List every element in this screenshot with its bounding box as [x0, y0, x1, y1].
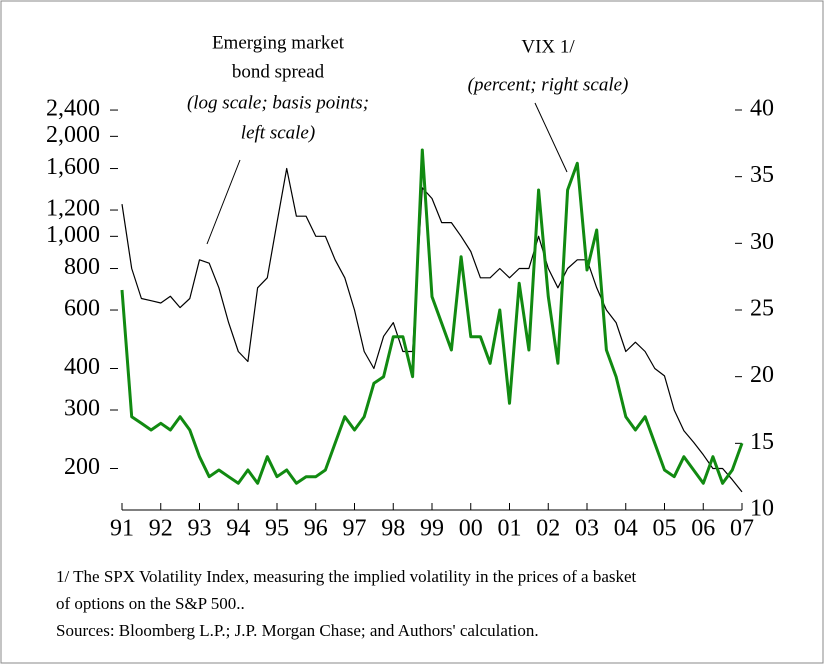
y-tick-label: 1,000	[46, 222, 100, 248]
x-tick-label: 03	[575, 516, 599, 542]
y-tick-label: 200	[64, 454, 100, 480]
y-tick-label: 1,600	[46, 154, 100, 180]
x-tick-label: 91	[110, 516, 134, 542]
footnote: of options on the S&P 500..	[56, 594, 245, 613]
x-tick-label: 94	[226, 516, 250, 542]
x-tick-label: 05	[653, 516, 677, 542]
annotation: VIX 1/	[521, 36, 575, 57]
x-tick-label: 00	[459, 516, 483, 542]
y-tick-label: 300	[64, 396, 100, 422]
x-tick-label: 95	[265, 516, 289, 542]
x-tick-label: 93	[188, 516, 212, 542]
y2-tick-label: 40	[750, 96, 774, 122]
footnote: Sources: Bloomberg L.P.; J.P. Morgan Cha…	[56, 621, 539, 640]
y2-tick-label: 35	[750, 162, 774, 188]
series-line	[120, 148, 744, 485]
x-tick-label: 99	[420, 516, 444, 542]
x-tick-label: 01	[498, 516, 522, 542]
x-tick-label: 96	[304, 516, 328, 542]
annotation: (percent; right scale)	[468, 74, 629, 95]
y2-tick-label: 15	[750, 429, 774, 455]
y2-tick-label: 10	[750, 496, 774, 522]
x-tick-label: 06	[691, 516, 715, 542]
x-tick-label: 92	[149, 516, 173, 542]
footnote: 1/ The SPX Volatility Index, measuring t…	[56, 567, 637, 586]
y-tick-label: 1,200	[46, 196, 100, 222]
x-tick-label: 07	[730, 516, 754, 542]
x-tick-label: 97	[343, 516, 367, 542]
y2-tick-label: 30	[750, 229, 774, 255]
y-tick-label: 2,400	[46, 96, 100, 122]
leader-line	[534, 102, 568, 173]
annotation: bond spread	[232, 61, 325, 82]
series-line	[121, 167, 743, 493]
x-tick-label: 98	[381, 516, 405, 542]
y2-tick-label: 25	[750, 296, 774, 322]
annotation: (log scale; basis points;	[187, 92, 369, 113]
y-tick-label: 800	[64, 254, 100, 280]
y2-tick-label: 20	[750, 362, 774, 388]
x-tick-label: 02	[536, 516, 560, 542]
annotation: left scale)	[241, 122, 315, 143]
y-tick-label: 600	[64, 296, 100, 322]
y-tick-label: 400	[64, 354, 100, 380]
annotation: Emerging market	[212, 32, 345, 53]
leader-line	[206, 159, 241, 245]
y-tick-label: 2,000	[46, 122, 100, 148]
x-tick-label: 04	[614, 516, 638, 542]
